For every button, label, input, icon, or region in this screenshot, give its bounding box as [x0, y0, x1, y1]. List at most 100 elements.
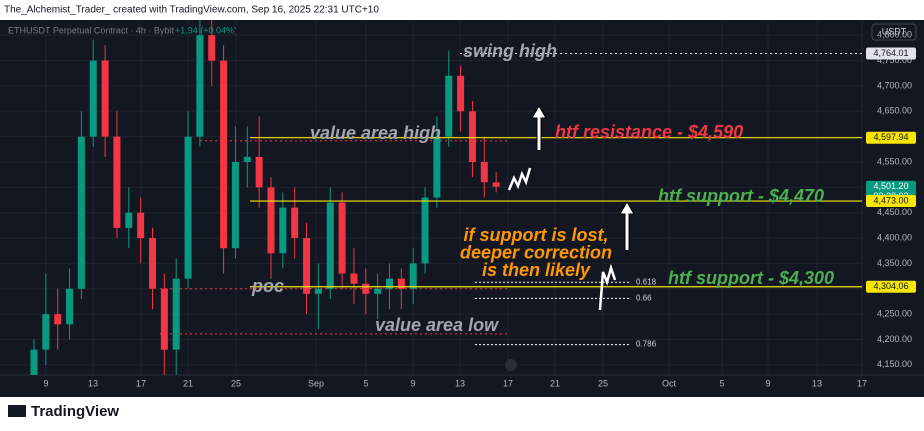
candle-body	[149, 238, 156, 289]
candle-body	[208, 35, 216, 61]
change: +1.94 (+0.04%)	[175, 25, 237, 35]
annotation: value area high	[310, 123, 441, 143]
symbol: ETHUSDT Perpetual Contract · 4h · Bybit	[8, 25, 174, 35]
price-badge-label: 4,597.94	[873, 132, 908, 142]
candle-body	[267, 187, 275, 254]
x-tick-label: 25	[231, 378, 241, 388]
x-tick-label: 9	[765, 378, 770, 388]
candle-body	[303, 238, 311, 294]
x-tick-label: 5	[719, 378, 724, 388]
candle-body	[89, 60, 97, 137]
annotation: htf support - $4,300	[668, 268, 834, 288]
annotation: if support is lost,	[463, 225, 608, 245]
candle-body	[421, 197, 429, 264]
y-tick-label: 4,550.00	[877, 156, 912, 166]
candle-body	[433, 136, 441, 198]
x-tick-label: 17	[857, 378, 867, 388]
candle-body	[409, 263, 417, 289]
price-badge	[866, 280, 916, 293]
y-tick-label: 4,750.00	[877, 55, 912, 65]
x-tick-label: 5	[363, 378, 368, 388]
candle-body	[66, 288, 74, 325]
candle-body	[326, 202, 334, 289]
candle-body	[314, 288, 322, 294]
logo	[8, 405, 26, 417]
candle-body	[196, 35, 204, 137]
zigzag	[507, 167, 532, 191]
y-tick-label: 4,400.00	[877, 232, 912, 242]
candle-body	[243, 156, 251, 162]
x-tick-label: 17	[503, 378, 513, 388]
currency: USDT	[882, 26, 907, 36]
candle-body	[480, 162, 488, 183]
x-tick-label: 21	[550, 378, 560, 388]
price-badge-label: 4,304.06	[873, 281, 908, 291]
x-tick-label: 25	[598, 378, 608, 388]
header: The_Alchemist_Trader_ created with Tradi…	[4, 5, 379, 16]
annotation: is then likely	[482, 260, 591, 280]
y-tick-label: 4,450.00	[877, 207, 912, 217]
candle-body	[125, 212, 133, 228]
annotation: htf support - $4,470	[658, 186, 824, 206]
candle-body	[362, 283, 370, 294]
candle-body	[492, 182, 500, 187]
fib-label: 0.618	[636, 277, 657, 286]
candle-body	[374, 288, 382, 294]
y-tick-label: 4,800.00	[877, 30, 912, 40]
candle-body	[255, 156, 263, 188]
x-tick-label: 13	[812, 378, 822, 388]
x-tick-label: 13	[455, 378, 465, 388]
x-tick-label: Oct	[662, 378, 677, 388]
candle-body	[231, 162, 239, 249]
candle-body	[397, 278, 405, 289]
annotation: swing high	[463, 41, 557, 61]
fib-label: 0.786	[636, 340, 657, 349]
y-tick-label: 4,350.00	[877, 258, 912, 268]
candle-body	[279, 207, 287, 254]
annotation: htf resistance - $4,590	[555, 122, 743, 142]
y-tick-label: 4,250.00	[877, 309, 912, 319]
y-tick-label: 4,200.00	[877, 334, 912, 344]
zigzag	[598, 263, 617, 311]
candle-body	[291, 207, 299, 239]
arrow-up	[619, 201, 635, 250]
price-badge-label: 4,764.01	[873, 48, 908, 58]
x-tick-label: Sep	[308, 378, 324, 388]
x-tick-label: 9	[410, 378, 415, 388]
price-badge	[866, 131, 916, 144]
candle-body	[445, 75, 453, 137]
plot: 0.618 0.66 0.786	[0, 20, 862, 375]
brand: TradingView	[31, 403, 119, 420]
candle-body	[468, 111, 476, 162]
annotation: poc	[251, 276, 284, 296]
annotation: value area low	[375, 315, 499, 335]
candle-body	[386, 278, 393, 289]
candle-body	[137, 212, 145, 239]
candle-body	[338, 202, 346, 274]
annotation: deeper correction	[460, 242, 612, 262]
candle-body	[77, 136, 85, 289]
candle-body	[101, 60, 109, 137]
candle-body	[113, 136, 121, 228]
candle-body	[30, 349, 38, 375]
x-tick-label: 21	[183, 378, 193, 388]
x-tick-label: 17	[136, 378, 146, 388]
candle-body	[350, 273, 358, 284]
price-badge-label: 4,501.20	[873, 181, 908, 191]
candle-body	[160, 288, 168, 350]
axes: 4,800.004,750.004,700.004,650.004,600.00…	[43, 30, 916, 388]
y-tick-label: 4,700.00	[877, 80, 912, 90]
y-tick-label: 4,650.00	[877, 106, 912, 116]
price-badge	[866, 195, 916, 208]
annotations: swing high value area high htf resistance …	[251, 41, 834, 371]
arrow-up	[531, 105, 547, 150]
candle-body	[172, 278, 180, 350]
candle-body	[220, 60, 228, 249]
x-tick-label: 9	[43, 378, 48, 388]
currency-box	[871, 23, 917, 41]
candle-body	[42, 314, 50, 350]
candle-body	[184, 136, 192, 279]
y-tick-label: 4,150.00	[877, 359, 912, 369]
price-badge	[866, 47, 916, 60]
